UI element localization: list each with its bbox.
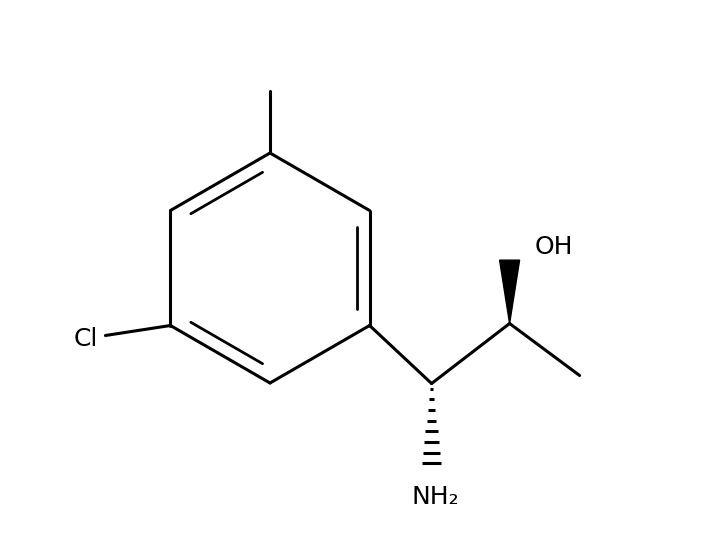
Text: Cl: Cl <box>73 327 98 352</box>
Text: NH₂: NH₂ <box>412 485 459 508</box>
Text: OH: OH <box>535 235 573 259</box>
Polygon shape <box>500 260 519 324</box>
